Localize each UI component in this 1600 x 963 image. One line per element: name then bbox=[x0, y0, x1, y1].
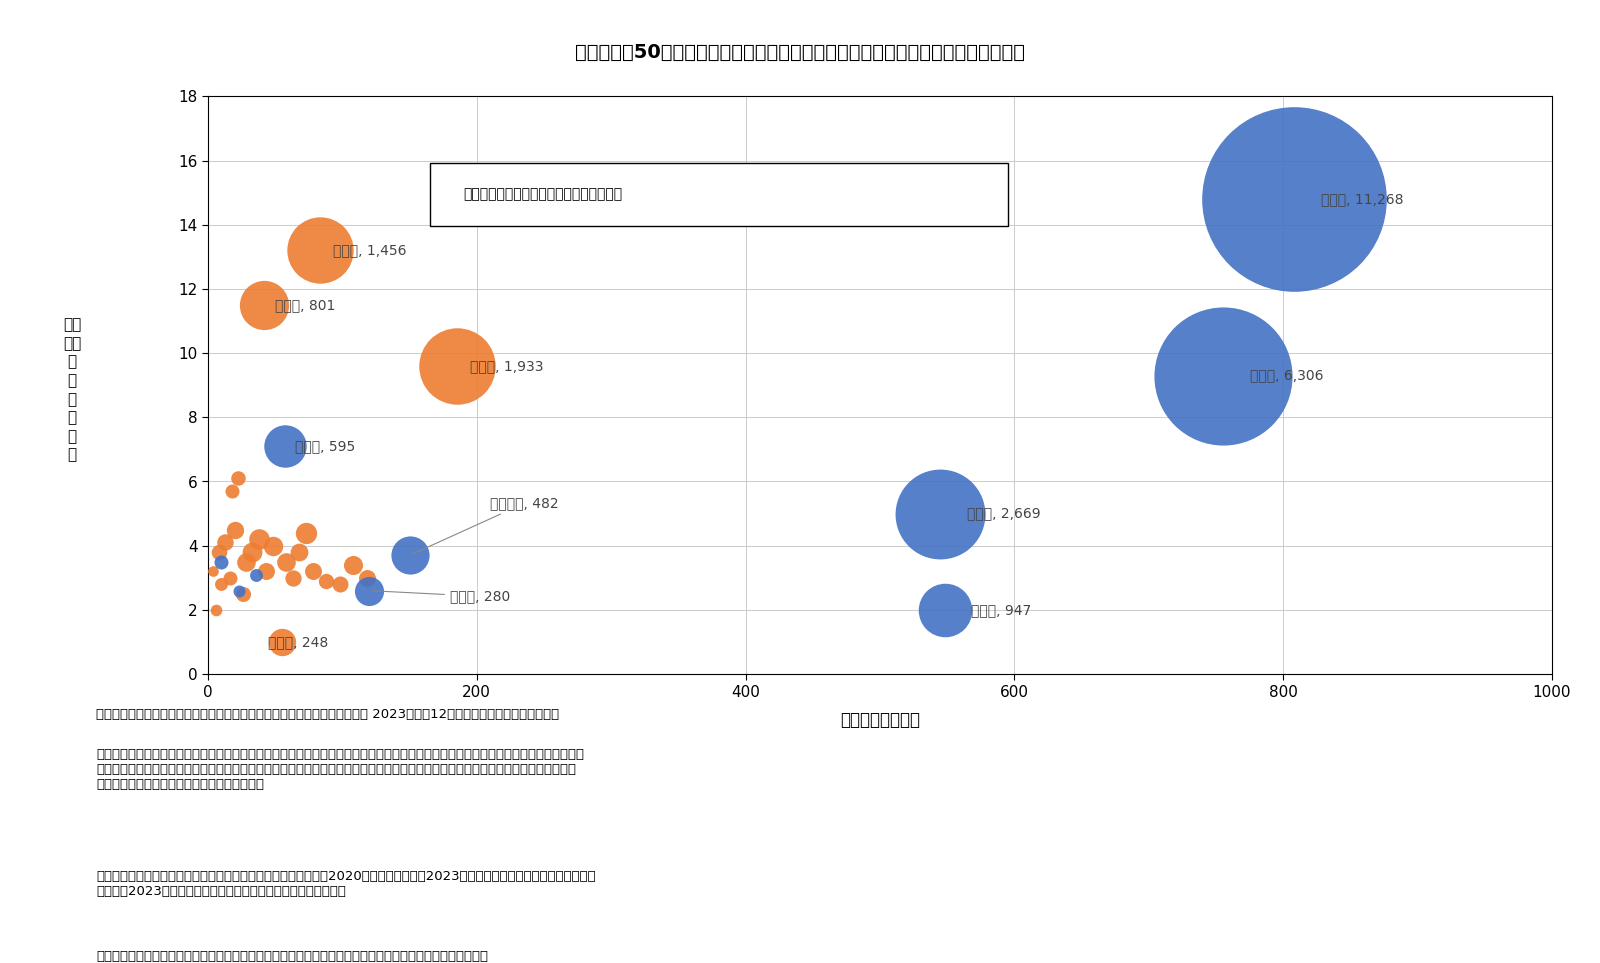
Text: 沖縄県, 801: 沖縄県, 801 bbox=[275, 298, 336, 312]
Point bbox=[397, 548, 422, 563]
Point bbox=[200, 563, 226, 579]
Point bbox=[931, 602, 957, 617]
Point bbox=[224, 471, 250, 486]
Text: 注２：「地域調査」は、新型コロナウイルス感染症の影響により2020年４－６月期から2023年１－３月期までは調査を中止したた
　　め、2023年暦年データは同年: 注２：「地域調査」は、新型コロナウイルス感染症の影響により2020年４－６月期か… bbox=[96, 870, 595, 898]
Point bbox=[326, 577, 352, 592]
Point bbox=[208, 577, 234, 592]
Text: 資料：観光庁「訪日外国人消費動向調査」地域調査（観光・レジャー目的、 2023年４－12月期（参考値））により作成。: 資料：観光庁「訪日外国人消費動向調査」地域調査（観光・レジャー目的、 2023年… bbox=[96, 708, 558, 720]
Text: 東京都, 11,268: 東京都, 11,268 bbox=[1322, 192, 1403, 206]
Point bbox=[230, 586, 256, 602]
Text: 図表Ｐｉ－50　訪日外国人旅行者の都道府県別訪問者数、消費単価及び旅行消費額: 図表Ｐｉ－50 訪日外国人旅行者の都道府県別訪問者数、消費単価及び旅行消費額 bbox=[574, 43, 1026, 63]
Text: 福岡県, 1,933: 福岡県, 1,933 bbox=[470, 359, 544, 373]
Point bbox=[216, 570, 242, 586]
Point bbox=[219, 483, 245, 499]
Point bbox=[307, 243, 333, 258]
Point bbox=[208, 554, 234, 569]
Text: 円の面積：訪日外国人旅行消費額（億円）: 円の面積：訪日外国人旅行消費額（億円） bbox=[464, 188, 622, 201]
Point bbox=[269, 635, 294, 650]
Text: 京都府, 2,669: 京都府, 2,669 bbox=[968, 507, 1042, 521]
Point bbox=[222, 522, 248, 537]
Text: 兵庫県, 248: 兵庫県, 248 bbox=[269, 635, 328, 649]
Point bbox=[301, 563, 326, 579]
Point bbox=[234, 554, 259, 569]
Text: 山梨県, 280: 山梨県, 280 bbox=[373, 589, 510, 603]
Point bbox=[206, 544, 232, 560]
Point bbox=[226, 583, 251, 598]
Point bbox=[251, 298, 277, 313]
Point bbox=[357, 583, 382, 598]
Text: 注１：「訪日外国人消費動向調査」では、訪日外国人全体及び国籍・地域別の消費動向を把握するための「全国調査」とは別に、訪問都
　　道府県別の消費動向を把握するため: 注１：「訪日外国人消費動向調査」では、訪日外国人全体及び国籍・地域別の消費動向を… bbox=[96, 748, 584, 792]
Point bbox=[286, 544, 312, 560]
Point bbox=[1210, 368, 1235, 383]
Point bbox=[1282, 192, 1307, 207]
Point bbox=[293, 525, 318, 540]
Point bbox=[274, 554, 299, 569]
Text: 神奈川県, 482: 神奈川県, 482 bbox=[413, 496, 558, 554]
Point bbox=[240, 544, 266, 560]
X-axis label: 訪問者数（万人）: 訪問者数（万人） bbox=[840, 711, 920, 729]
Point bbox=[213, 534, 238, 550]
Point bbox=[203, 602, 229, 617]
FancyBboxPatch shape bbox=[430, 163, 1008, 226]
Text: 北海道, 1,456: 北海道, 1,456 bbox=[333, 244, 406, 257]
Point bbox=[259, 538, 285, 554]
Point bbox=[354, 570, 379, 586]
Text: 消費
単価
（
万
円
／
人
）: 消費 単価 （ 万 円 ／ 人 ） bbox=[62, 318, 82, 462]
Text: 注３：「訪問者数」は、各都道府県に宿泊を伴って訪問する場合のみならず、日帰りで訪問する場合を含む。
　　「消費単価」は、各都道府県への訪問者（日帰りでの訪問を含: 注３：「訪問者数」は、各都道府県に宿泊を伴って訪問する場合のみならず、日帰りで訪… bbox=[96, 950, 520, 963]
Point bbox=[928, 506, 954, 521]
Point bbox=[246, 532, 272, 547]
Point bbox=[341, 558, 366, 573]
Point bbox=[253, 563, 278, 579]
Point bbox=[272, 438, 298, 454]
Point bbox=[314, 573, 339, 588]
Text: 愛知県, 595: 愛知県, 595 bbox=[296, 439, 355, 454]
Point bbox=[280, 570, 306, 586]
Text: 千葉県, 947: 千葉県, 947 bbox=[971, 603, 1032, 617]
Point bbox=[443, 358, 469, 374]
Point bbox=[243, 567, 269, 583]
Text: 大阪府, 6,306: 大阪府, 6,306 bbox=[1250, 369, 1323, 382]
